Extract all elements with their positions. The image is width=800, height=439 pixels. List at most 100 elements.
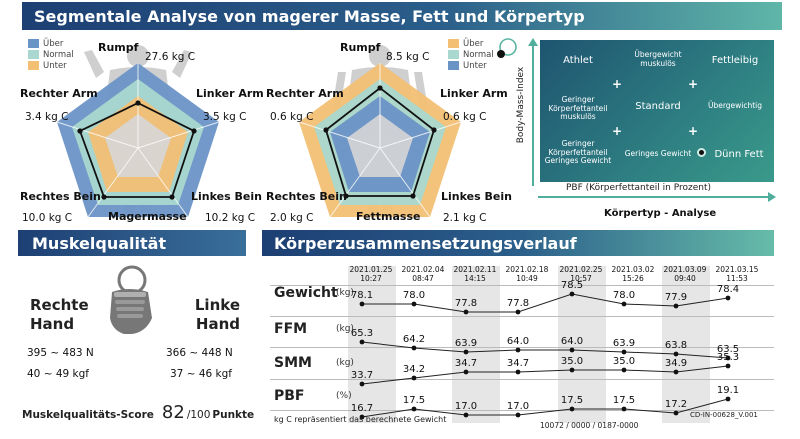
point-left-leg: [169, 194, 175, 200]
trend-point: [621, 301, 627, 307]
trend-point: [463, 369, 469, 375]
trend-point: [569, 347, 575, 353]
row-divider: [270, 379, 774, 380]
trend-value: 63.5: [716, 344, 740, 355]
time-label: 15:26: [622, 274, 644, 283]
cell-geringer-fett-gewicht: Geringer Körperfettanteil Geringes Gewic…: [544, 139, 612, 166]
trend-value: 78.1: [350, 290, 374, 301]
trend-point: [515, 412, 521, 418]
left-hand-newton: 366 ~ 448 N: [166, 347, 233, 359]
legend-swatch-over: [448, 39, 459, 48]
trend-value: 64.0: [506, 336, 530, 347]
fat-left-leg-value: 2.1 kg C: [443, 212, 487, 224]
time-label: 10:49: [516, 274, 538, 283]
column-band: [452, 266, 500, 423]
row-divider: [270, 285, 774, 286]
time-label: 10:27: [360, 274, 382, 283]
version-code: CD-IN-00628_V.001: [690, 411, 758, 419]
trend-point: [673, 410, 679, 416]
row-divider: [270, 316, 774, 317]
trend-value: 78.0: [402, 290, 426, 301]
trend-line: [361, 398, 729, 418]
trend-line: [362, 293, 729, 313]
trend-point: [515, 309, 521, 315]
cell-geringer-fett-muskuloes: Geringer Körperfettanteil muskulös: [548, 95, 608, 122]
legend-label-under: Unter: [463, 60, 487, 71]
trend-line: [361, 341, 729, 359]
legend-lean: Über Normal Unter: [28, 38, 74, 71]
trend-value: 17.5: [402, 395, 426, 406]
right-hand-kgf: 40 ~ 49 kgf: [27, 368, 89, 380]
cell-uebergewichtig: Übergewichtig: [707, 101, 763, 110]
body-type-grid: Athlet Übergewicht muskulös Fettleibig G…: [540, 40, 774, 182]
point-right-arm: [77, 128, 83, 134]
trend-point: [463, 412, 469, 418]
trend-point: [725, 363, 731, 369]
point-left-arm: [431, 127, 437, 133]
row-divider: [270, 347, 774, 348]
trend-value: 78.5: [560, 280, 584, 291]
section-header-muscle-quality: Muskelqualität: [18, 230, 246, 256]
date-label: 2021.03.15: [715, 265, 759, 274]
date-header: 2021.02.04 08:47: [398, 265, 448, 283]
trend-value: 63.8: [664, 340, 688, 351]
trend-point: [673, 369, 679, 375]
trend-point: [359, 381, 365, 387]
date-label: 2021.02.04: [401, 265, 445, 274]
section-title: Körperzusammensetzungsverlauf: [274, 233, 577, 253]
cell-geringes-gewicht: Geringes Gewicht: [624, 149, 692, 158]
right-hand-newton: 395 ~ 483 N: [27, 347, 94, 359]
lean-left-arm-value: 3.5 kg C: [203, 111, 247, 123]
fat-right-arm-label: Rechter Arm: [266, 87, 344, 100]
fat-left-arm-value: 0.6 kg C: [443, 111, 487, 123]
date-header: 2021.03.15 11:53: [712, 265, 762, 283]
fat-mass-label: Fettmasse: [356, 210, 421, 223]
lean-right-arm-value: 3.4 kg C: [25, 111, 69, 123]
trend-value: 34.7: [506, 358, 530, 369]
trend-value: 63.9: [454, 338, 478, 349]
trend-row-unit: (kg): [336, 358, 354, 368]
score-value: 82: [161, 402, 185, 423]
fat-mass-radar: [298, 45, 462, 218]
lean-left-leg-label: Linkes Bein: [191, 190, 262, 203]
legend-label-over: Über: [463, 38, 484, 49]
point-right-leg: [343, 193, 349, 199]
trend-point: [411, 406, 417, 412]
trend-point: [569, 406, 575, 412]
trend-value: 77.8: [506, 298, 530, 309]
cell-uebergewicht-muskuloes: Übergewicht muskulös: [634, 50, 682, 68]
trend-value: 77.8: [454, 298, 478, 309]
trend-point: [515, 369, 521, 375]
muscle-quality-score: Muskelqualitäts-Score 82 /100 Punkte: [22, 402, 254, 423]
lean-mass-label: Magermasse: [108, 210, 187, 223]
cell-fettleibig: Fettleibig: [711, 55, 759, 66]
trend-row-name: SMM: [274, 355, 312, 371]
trend-row-unit: (kg): [336, 324, 354, 334]
section-header-segmental: Segmentale Analyse von magerer Masse, Fe…: [22, 2, 782, 30]
lean-measurement-line: [78, 101, 196, 198]
lean-rumpf-value: 27.6 kg C: [145, 51, 196, 63]
legend-swatch-under: [28, 61, 39, 70]
trend-line: [361, 365, 729, 385]
fat-rumpf-label: Rumpf: [340, 41, 381, 54]
time-label: 14:15: [464, 274, 486, 283]
marker-ring-icon: [497, 38, 517, 58]
trend-value: 35.0: [612, 356, 636, 367]
lean-rumpf-label: Rumpf: [98, 41, 139, 54]
time-label: 10:57: [570, 274, 592, 283]
trend-row-name: PBF: [274, 388, 305, 404]
date-label: 2021.03.09: [663, 265, 707, 274]
date-header: 2021.01.25 10:27: [346, 265, 396, 283]
fat-left-leg-label: Linkes Bein: [441, 190, 512, 203]
lean-left-leg-value: 10.2 kg C: [205, 212, 256, 224]
trend-point: [569, 367, 575, 373]
date-header: 2021.03.02 15:26: [608, 265, 658, 283]
legend-label-normal: Normal: [43, 49, 74, 60]
date-label: 2021.01.25: [349, 265, 393, 274]
date-header: 2021.03.09 09:40: [660, 265, 710, 283]
lean-mass-radar: [56, 45, 220, 218]
date-header: 2021.02.18 10:49: [502, 265, 552, 283]
trend-row-name: Gewicht: [274, 285, 338, 301]
point-right-arm: [323, 127, 329, 133]
time-label: 11:53: [726, 274, 748, 283]
